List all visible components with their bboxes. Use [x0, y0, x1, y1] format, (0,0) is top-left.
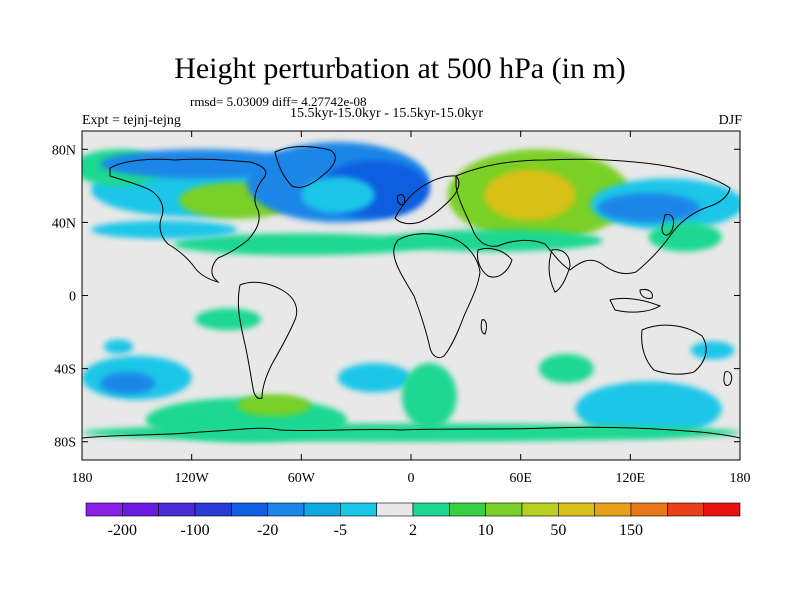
- stats-text: rmsd= 5.03009 diff= 4.27742e-08: [190, 94, 367, 109]
- contour-region: [103, 339, 134, 354]
- lon-label: 180: [72, 471, 93, 486]
- lon-label: 0: [408, 471, 415, 486]
- contour-region: [383, 229, 603, 252]
- contour-region: [690, 341, 735, 360]
- lon-label: 60W: [288, 471, 316, 486]
- experiment-label: Expt = tejnj-tejng: [82, 113, 181, 128]
- longitude-axis: 180 120W 60W 0 60E 120E 180: [72, 131, 751, 486]
- contour-region: [237, 394, 311, 417]
- lat-label: 80N: [52, 143, 76, 158]
- colorbar-label: -100: [180, 522, 209, 539]
- lon-label: 180: [730, 471, 751, 486]
- colorbar-swatch: [412, 502, 450, 517]
- colorbar-swatch: [267, 502, 305, 517]
- colorbar: -200 -100 -20 -5 2 10 50 150: [85, 502, 741, 539]
- contour-region: [648, 222, 722, 252]
- colorbar-label: -20: [257, 522, 278, 539]
- contour-region: [597, 193, 700, 223]
- colorbar-label: 2: [409, 522, 417, 539]
- lon-label: 120W: [175, 471, 210, 486]
- colorbar-swatch: [594, 502, 632, 517]
- colorbar-label: 150: [619, 522, 643, 539]
- contour-region: [337, 363, 412, 393]
- lat-label: 40N: [52, 216, 76, 231]
- coastlines: [82, 146, 740, 439]
- lon-label: 120E: [616, 471, 646, 486]
- colorbar-swatch: [449, 502, 486, 517]
- contour-region: [100, 372, 156, 395]
- colorbar-swatch: [231, 502, 268, 517]
- lat-label: 0: [69, 290, 76, 305]
- colorbar-swatch: [485, 502, 523, 517]
- season-label: DJF: [718, 113, 742, 128]
- colorbar-swatch: [194, 502, 232, 517]
- period-text: 15.5kyr-15.0kyr - 15.5kyr-15.0kyr: [290, 106, 484, 121]
- contour-region: [401, 363, 457, 429]
- contour-region: [484, 169, 576, 221]
- contour-region: [538, 353, 594, 384]
- colorbar-swatch: [122, 502, 159, 517]
- colorbar-swatch: [376, 502, 414, 517]
- contour-region: [173, 233, 430, 256]
- map-title: Height perturbation at 500 hPa (in m): [174, 52, 626, 85]
- colorbar-label: 10: [478, 522, 494, 539]
- colorbar-swatch: [303, 502, 341, 517]
- colorbar-swatch: [558, 502, 595, 517]
- colorbar-swatch: [85, 502, 123, 517]
- contour-region: [195, 308, 262, 331]
- colorbar-swatch: [158, 502, 196, 517]
- colorbar-label: -200: [108, 522, 137, 539]
- lat-label: 40S: [54, 363, 76, 378]
- contour-fields: [82, 141, 740, 442]
- lon-label: 60E: [509, 471, 532, 486]
- contour-region: [575, 381, 722, 437]
- colorbar-swatch: [340, 502, 377, 517]
- latitude-axis: 80N 40N 0 40S 80S: [52, 143, 740, 451]
- contour-region: [91, 220, 238, 239]
- contour-region: [82, 423, 740, 442]
- colorbar-swatch: [630, 502, 668, 517]
- colorbar-swatch: [667, 502, 704, 517]
- colorbar-swatch: [521, 502, 559, 517]
- colorbar-swatch: [703, 502, 741, 517]
- colorbar-label: -5: [334, 522, 347, 539]
- colorbar-label: 50: [550, 522, 566, 539]
- lat-label: 80S: [54, 436, 76, 451]
- contour-region: [301, 176, 375, 214]
